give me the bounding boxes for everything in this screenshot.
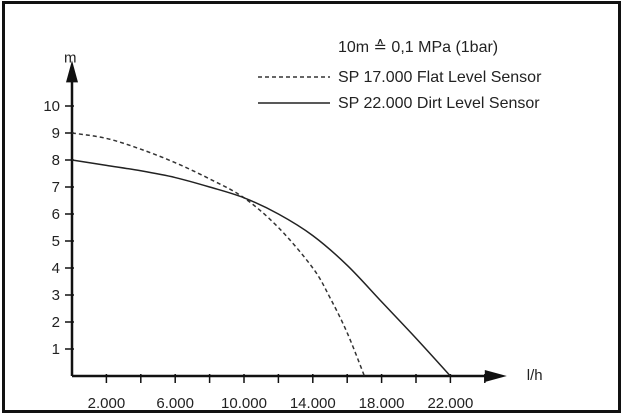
- y-tick-label: 9: [52, 125, 60, 142]
- y-tick-label: 6: [52, 206, 60, 223]
- x-tick-label: 6.000: [156, 395, 194, 412]
- y-tick-label: 1: [52, 341, 60, 358]
- x-tick-label: 10.000: [221, 395, 267, 412]
- y-axis-arrow-icon: [66, 60, 78, 83]
- x-tick-label: 18.000: [359, 395, 405, 412]
- x-tick-label: 2.000: [88, 395, 126, 412]
- y-axis-label: m: [64, 49, 77, 66]
- y-tick-label: 8: [52, 152, 60, 169]
- legend-label-1: SP 17.000 Flat Level Sensor: [338, 69, 542, 86]
- y-tick-label: 3: [52, 287, 60, 304]
- pressure-note: 10m ≙ 0,1 MPa (1bar): [338, 39, 498, 56]
- x-axis-label: l/h: [527, 367, 543, 384]
- y-tick-label: 7: [52, 179, 60, 196]
- y-tick-label: 4: [52, 260, 60, 277]
- series-line-1: [71, 132, 366, 377]
- legend-label-2: SP 22.000 Dirt Level Sensor: [338, 95, 540, 112]
- chart-frame: [2, 1, 621, 413]
- y-tick-label: 2: [52, 314, 60, 331]
- x-tick-label: 14.000: [290, 395, 336, 412]
- series-line-2: [71, 159, 451, 377]
- x-tick-label: 22.000: [427, 395, 473, 412]
- y-tick-label: 10: [43, 98, 60, 115]
- x-axis-arrow-icon: [484, 370, 507, 382]
- y-tick-label: 5: [52, 233, 60, 250]
